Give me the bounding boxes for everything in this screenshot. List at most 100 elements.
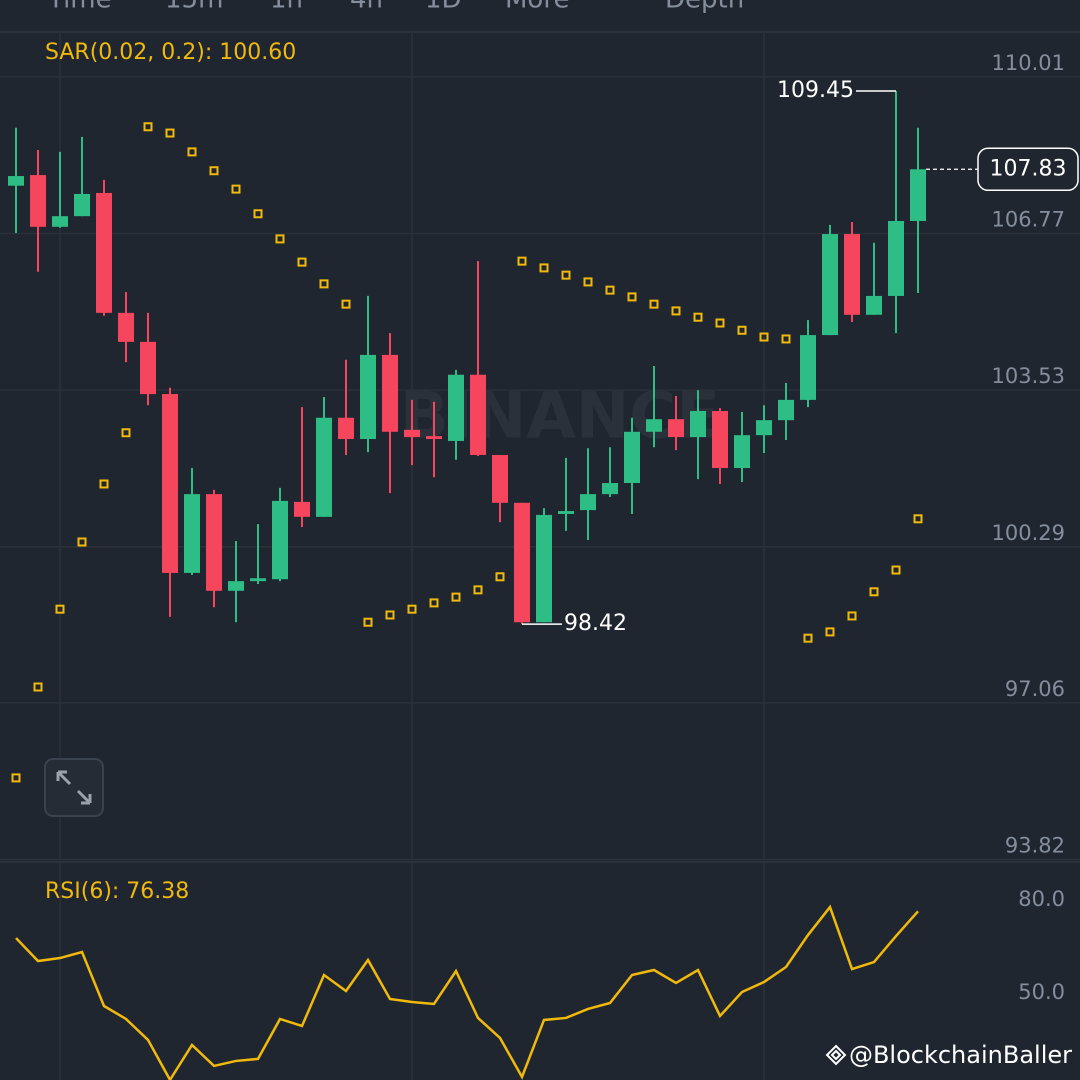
sar-dot	[759, 332, 769, 342]
y-tick-label: 80.0	[1018, 887, 1065, 911]
candle-body	[404, 429, 420, 438]
sar-dot	[715, 318, 725, 328]
y-tick-label: 103.53	[992, 364, 1065, 388]
footer-logo	[825, 1044, 847, 1066]
sar-dot	[341, 299, 351, 309]
candle-body	[338, 417, 354, 440]
expand-button[interactable]	[44, 758, 104, 817]
sar-dot	[803, 633, 813, 643]
candle-body	[888, 221, 904, 296]
candle-body	[668, 419, 684, 438]
sar-dot	[649, 299, 659, 309]
sar-dot	[825, 627, 835, 637]
candle-body	[844, 234, 860, 315]
candle-body	[910, 169, 926, 222]
candle-body	[426, 436, 442, 440]
sar-dot	[517, 256, 527, 266]
sar-dot	[891, 565, 901, 575]
rsi-line	[15, 904, 919, 1080]
sar-dot	[385, 610, 395, 620]
sar-dot	[693, 312, 703, 322]
sar-dot	[297, 257, 307, 267]
candle-body	[162, 394, 178, 573]
candle-body	[8, 176, 24, 186]
candle-body	[206, 494, 222, 591]
sar-dot	[561, 270, 571, 280]
sar-dot	[539, 263, 549, 273]
sar-dot	[209, 166, 219, 176]
sar-dot	[605, 285, 615, 295]
candle-body	[536, 514, 552, 623]
sar-dot	[451, 592, 461, 602]
candle-body	[382, 354, 398, 432]
last-price-box	[977, 147, 1079, 192]
tab: 15m	[165, 0, 223, 15]
sar-dot	[11, 773, 21, 783]
sar-dot	[143, 122, 153, 132]
sar-dot	[495, 572, 505, 582]
sar-dot	[473, 585, 483, 595]
candle-body	[778, 399, 794, 421]
tab: 1h	[270, 0, 303, 15]
sar-dot	[583, 277, 593, 287]
sar-dot	[913, 514, 923, 524]
tab: 1D	[425, 0, 462, 15]
sar-dot	[781, 334, 791, 344]
candle-body	[756, 420, 772, 436]
candle-body	[250, 578, 266, 582]
max-label: 109.45	[777, 78, 854, 103]
sar-dot	[55, 604, 65, 614]
sar-dot	[363, 617, 373, 627]
sar-dot	[671, 306, 681, 316]
sar-dot	[869, 587, 879, 597]
sar-dot	[121, 428, 131, 438]
sar-dot	[187, 147, 197, 157]
candle-body	[316, 417, 332, 517]
candle-body	[294, 501, 310, 517]
tab: Depth	[665, 0, 744, 15]
tab: 4h	[350, 0, 383, 15]
sar-dot	[627, 292, 637, 302]
candle-body	[228, 581, 244, 591]
candle-body	[272, 500, 288, 580]
tab: More	[505, 0, 569, 15]
sar-label: SAR(0.02, 0.2): 100.60	[45, 40, 296, 65]
sar-dot	[319, 279, 329, 289]
candle-body	[184, 494, 200, 573]
sar-dot	[77, 537, 87, 547]
tab: Time	[47, 0, 112, 15]
sar-dot	[231, 184, 241, 194]
sar-dot	[407, 604, 417, 614]
candle-body	[690, 410, 706, 438]
candle-body	[800, 335, 816, 400]
footer-handle: @BlockchainBaller	[849, 1041, 1072, 1069]
sar-dot	[429, 598, 439, 608]
candle-body	[140, 341, 156, 395]
y-tick-label: 97.06	[1005, 677, 1065, 701]
y-tick-label: 50.0	[1018, 980, 1065, 1004]
candle-body	[602, 483, 618, 495]
candle-body	[96, 192, 112, 313]
y-tick-label: 100.29	[992, 521, 1065, 545]
candle-body	[558, 511, 574, 514]
y-tick-label: 110.01	[992, 51, 1065, 75]
sar-dot	[275, 234, 285, 244]
min-label: 98.42	[564, 611, 627, 636]
sar-dot	[737, 325, 747, 335]
candle-body	[734, 435, 750, 469]
rsi-label: RSI(6): 76.38	[45, 879, 189, 904]
candle-body	[866, 295, 882, 315]
y-tick-label: 93.82	[1005, 834, 1065, 858]
expand-icon	[56, 770, 92, 805]
sar-dot	[99, 479, 109, 489]
last-price-label: 107.83	[990, 156, 1067, 181]
sar-dot	[33, 682, 43, 692]
sar-dot	[253, 209, 263, 219]
candle-body	[492, 454, 508, 503]
candle-body	[822, 234, 838, 336]
candle-body	[514, 502, 530, 623]
candle-body	[30, 175, 46, 227]
candle-body	[712, 410, 728, 469]
sar-dot	[847, 611, 857, 621]
